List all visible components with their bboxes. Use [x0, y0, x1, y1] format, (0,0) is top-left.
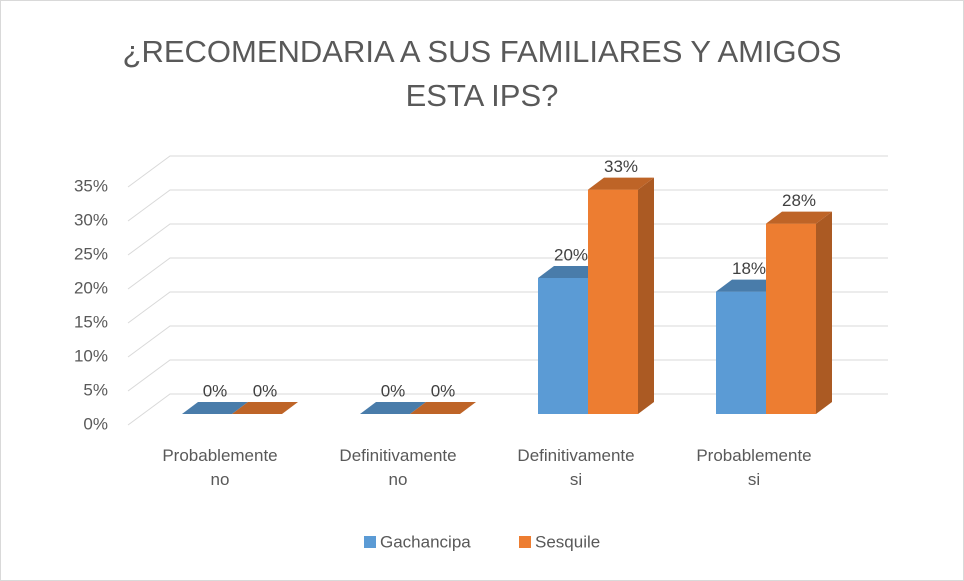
legend-label: Gachancipa: [380, 532, 471, 551]
legend-swatch: [364, 536, 376, 548]
y-tick-label: 10%: [74, 346, 108, 365]
bar-top: [182, 402, 248, 414]
x-tick-label: Definitivamente si: [517, 446, 635, 489]
legend-swatch: [519, 536, 531, 548]
data-label: 33%: [604, 157, 638, 176]
data-label: 28%: [782, 191, 816, 210]
x-tick-label: Probablemente si: [696, 446, 812, 489]
bar-top: [232, 402, 298, 414]
legend-label: Sesquile: [535, 532, 600, 551]
bar-front: [716, 291, 766, 414]
bar-side: [638, 177, 654, 414]
chart-title: ¿RECOMENDARIA A SUS FAMILIARES Y AMIGOS …: [122, 34, 842, 113]
grid-line: [127, 155, 888, 188]
bar-front: [766, 223, 816, 414]
data-label: 20%: [554, 245, 588, 264]
data-label: 0%: [203, 381, 228, 400]
bar-front: [538, 278, 588, 414]
data-label: 0%: [253, 381, 278, 400]
bar-top: [716, 279, 782, 292]
bar-front: [588, 189, 638, 414]
bar-top: [766, 211, 832, 224]
y-tick-label: 0%: [83, 414, 108, 433]
bar-top: [410, 402, 476, 414]
y-tick-label: 15%: [74, 312, 108, 331]
y-tick-label: 35%: [74, 176, 108, 195]
data-label: 0%: [381, 381, 406, 400]
bar-top: [360, 402, 426, 414]
bar-top: [538, 266, 604, 278]
y-tick-label: 5%: [83, 380, 108, 399]
y-tick-label: 30%: [74, 210, 108, 229]
data-label: 0%: [431, 381, 456, 400]
x-tick-label: Definitivamente no: [339, 446, 457, 489]
x-tick-label: Probablemente no: [162, 446, 278, 489]
data-label: 18%: [732, 259, 766, 278]
y-tick-label: 25%: [74, 244, 108, 263]
bar-top: [588, 177, 654, 190]
y-tick-label: 20%: [74, 278, 108, 297]
grid-line: [127, 189, 888, 222]
bar-side: [816, 211, 832, 414]
